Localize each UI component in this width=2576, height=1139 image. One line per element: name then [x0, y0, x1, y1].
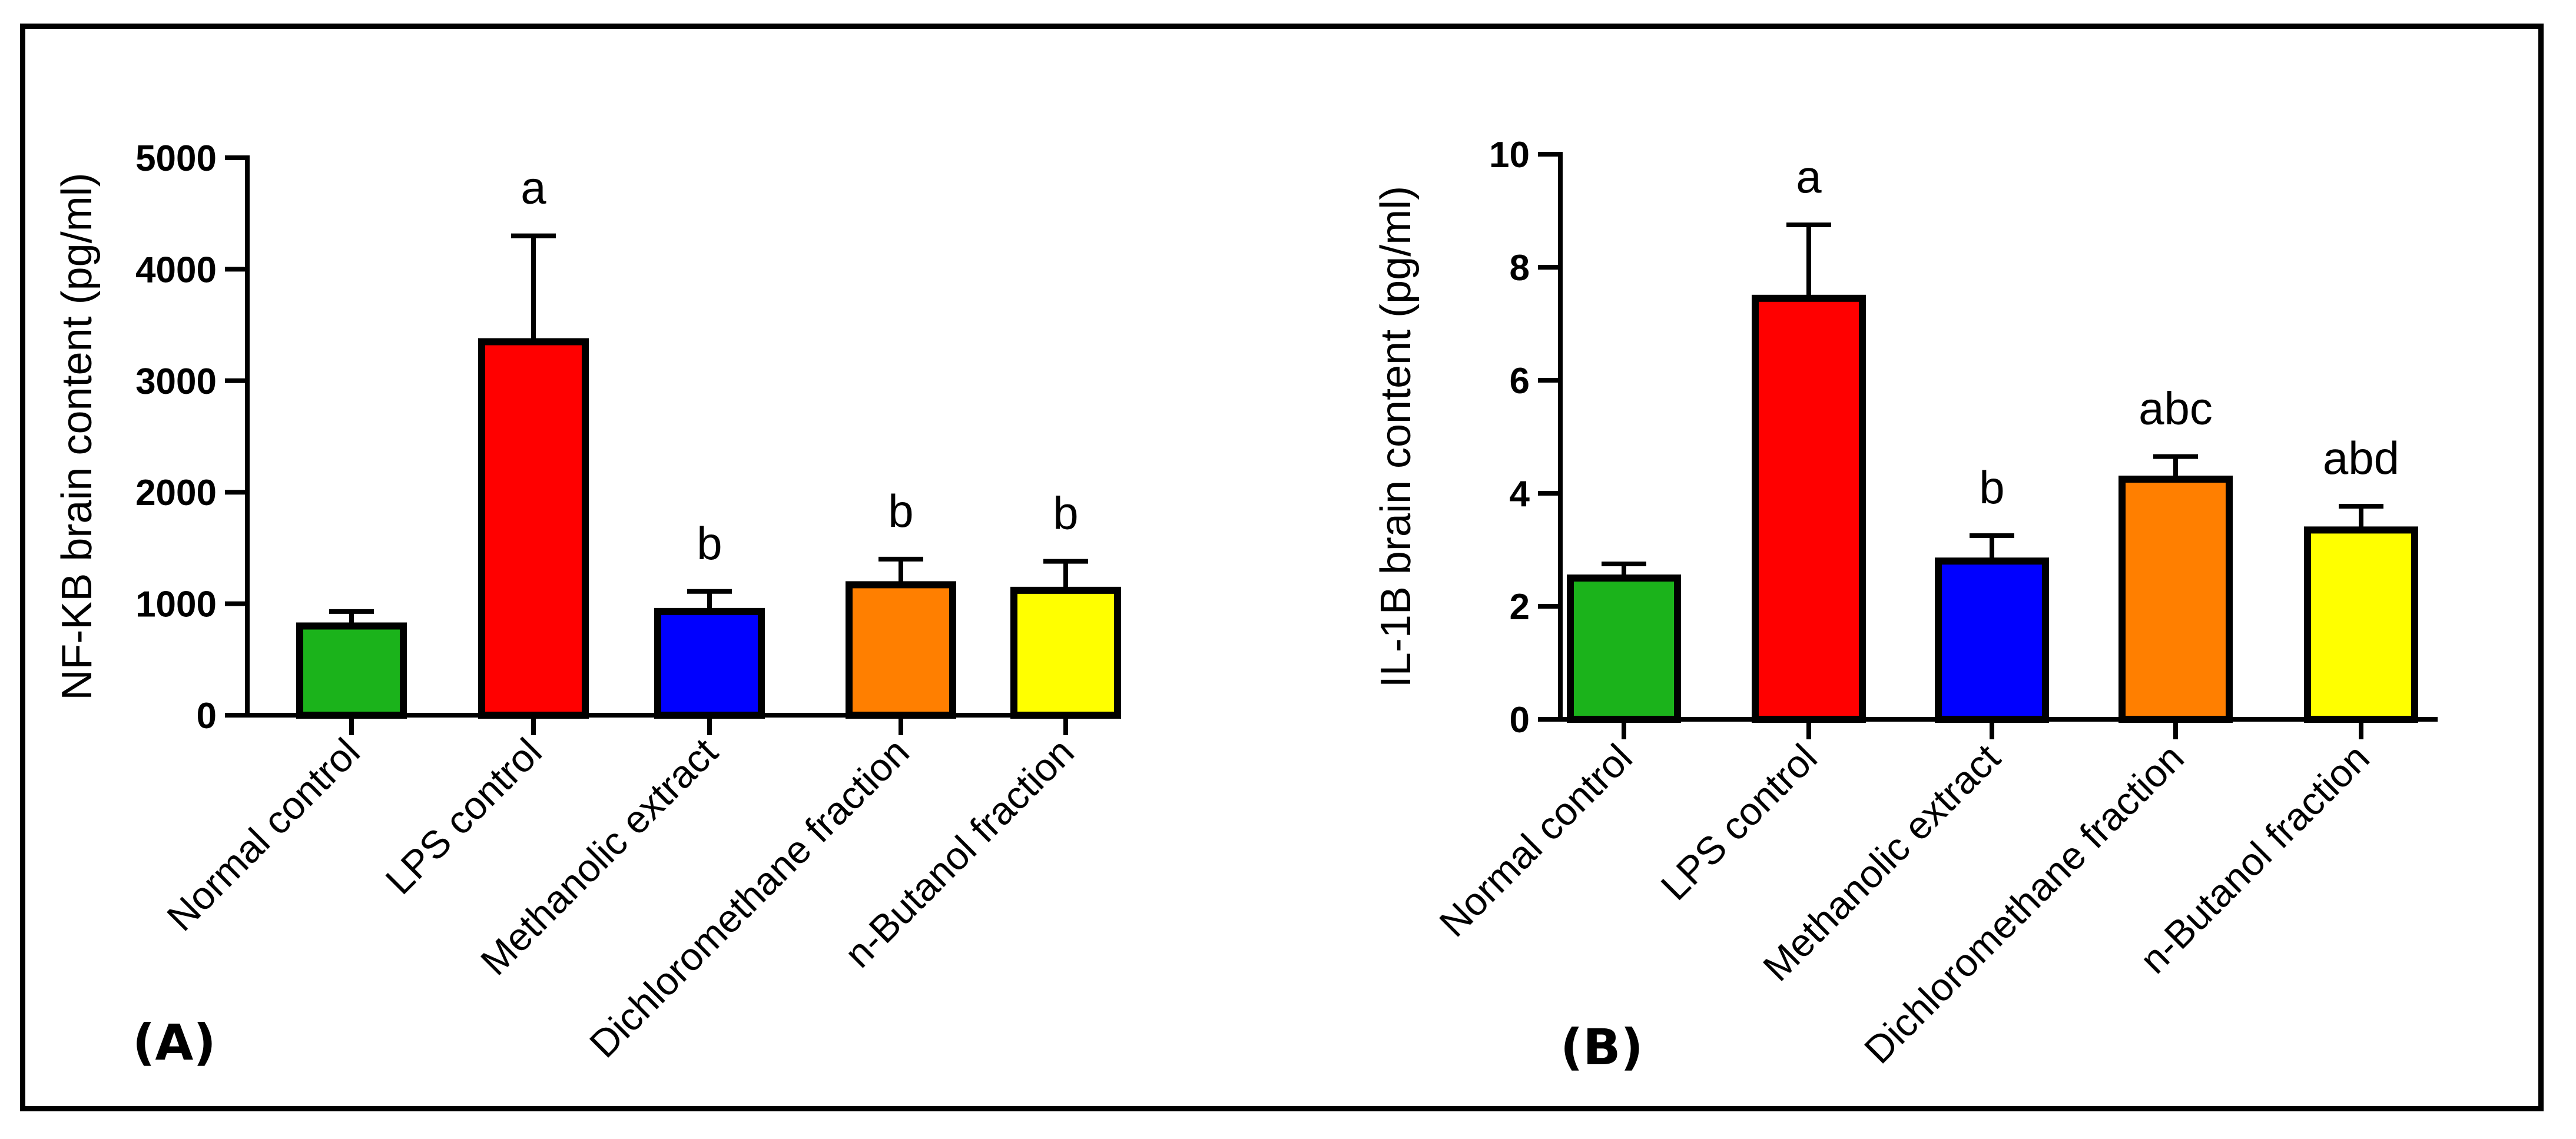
y-tick-label: 2000: [135, 473, 217, 513]
significance-label: a: [1796, 151, 1822, 202]
x-category-label: Normal control: [1431, 736, 1640, 945]
bar-normal-control: [296, 622, 407, 719]
x-category-label: LPS control: [1652, 736, 1825, 909]
bar-methanolic-extract: [1935, 557, 2049, 723]
significance-label: b: [697, 517, 722, 569]
y-tick-label: 6: [1510, 361, 1530, 401]
bar-dichloromethane-fraction: [2119, 476, 2233, 723]
significance-label: abd: [2323, 432, 2399, 484]
x-category-label: LPS control: [377, 730, 550, 903]
y-tick-label: 3000: [135, 361, 217, 402]
bar-n-butanol-fraction: [2304, 526, 2418, 723]
y-tick-label: 4: [1510, 474, 1530, 514]
y-tick-label: 0: [1510, 700, 1530, 740]
bar-lps-control: [478, 338, 589, 719]
x-category-label: Normal control: [158, 730, 368, 939]
y-tick-label: 10: [1489, 135, 1530, 175]
x-category-label: Dichloromethane fraction: [1856, 736, 2192, 1072]
chart-panel-a: 0 1000 2000 3000 4000 5000 NF-KB brain content…: [54, 138, 1121, 1071]
significance-label: b: [1979, 461, 2004, 513]
y-axis-title: IL-1B brain content (pg/ml): [1372, 186, 1420, 688]
x-category-label: Dichloromethane fraction: [581, 730, 917, 1066]
y-tick-label: 2: [1510, 587, 1530, 627]
y-axis-title: NF-KB brain content (pg/ml): [54, 172, 101, 700]
panel-label: (B): [1560, 1018, 1643, 1076]
bar-n-butanol-fraction: [1010, 586, 1121, 719]
significance-label: a: [520, 162, 546, 214]
y-tick-label: 5000: [135, 138, 217, 179]
y-tick-label: 8: [1510, 248, 1530, 288]
y-tick-label: 1000: [135, 585, 217, 625]
y-tick-label: 4000: [135, 250, 217, 290]
bar-dichloromethane-fraction: [846, 581, 956, 719]
panel-label: (A): [132, 1014, 216, 1071]
chart-panel-b: 0 2 4 6 8 10 IL-1B brain content (pg/ml)Normal…: [1372, 135, 2438, 1076]
significance-label: b: [888, 485, 913, 537]
significance-label: b: [1053, 487, 1078, 539]
y-tick-label: 0: [197, 696, 217, 736]
bar-lps-control: [1752, 294, 1866, 723]
bar-normal-control: [1567, 575, 1681, 723]
significance-label: abc: [2139, 383, 2213, 434]
bar-methanolic-extract: [654, 607, 765, 719]
